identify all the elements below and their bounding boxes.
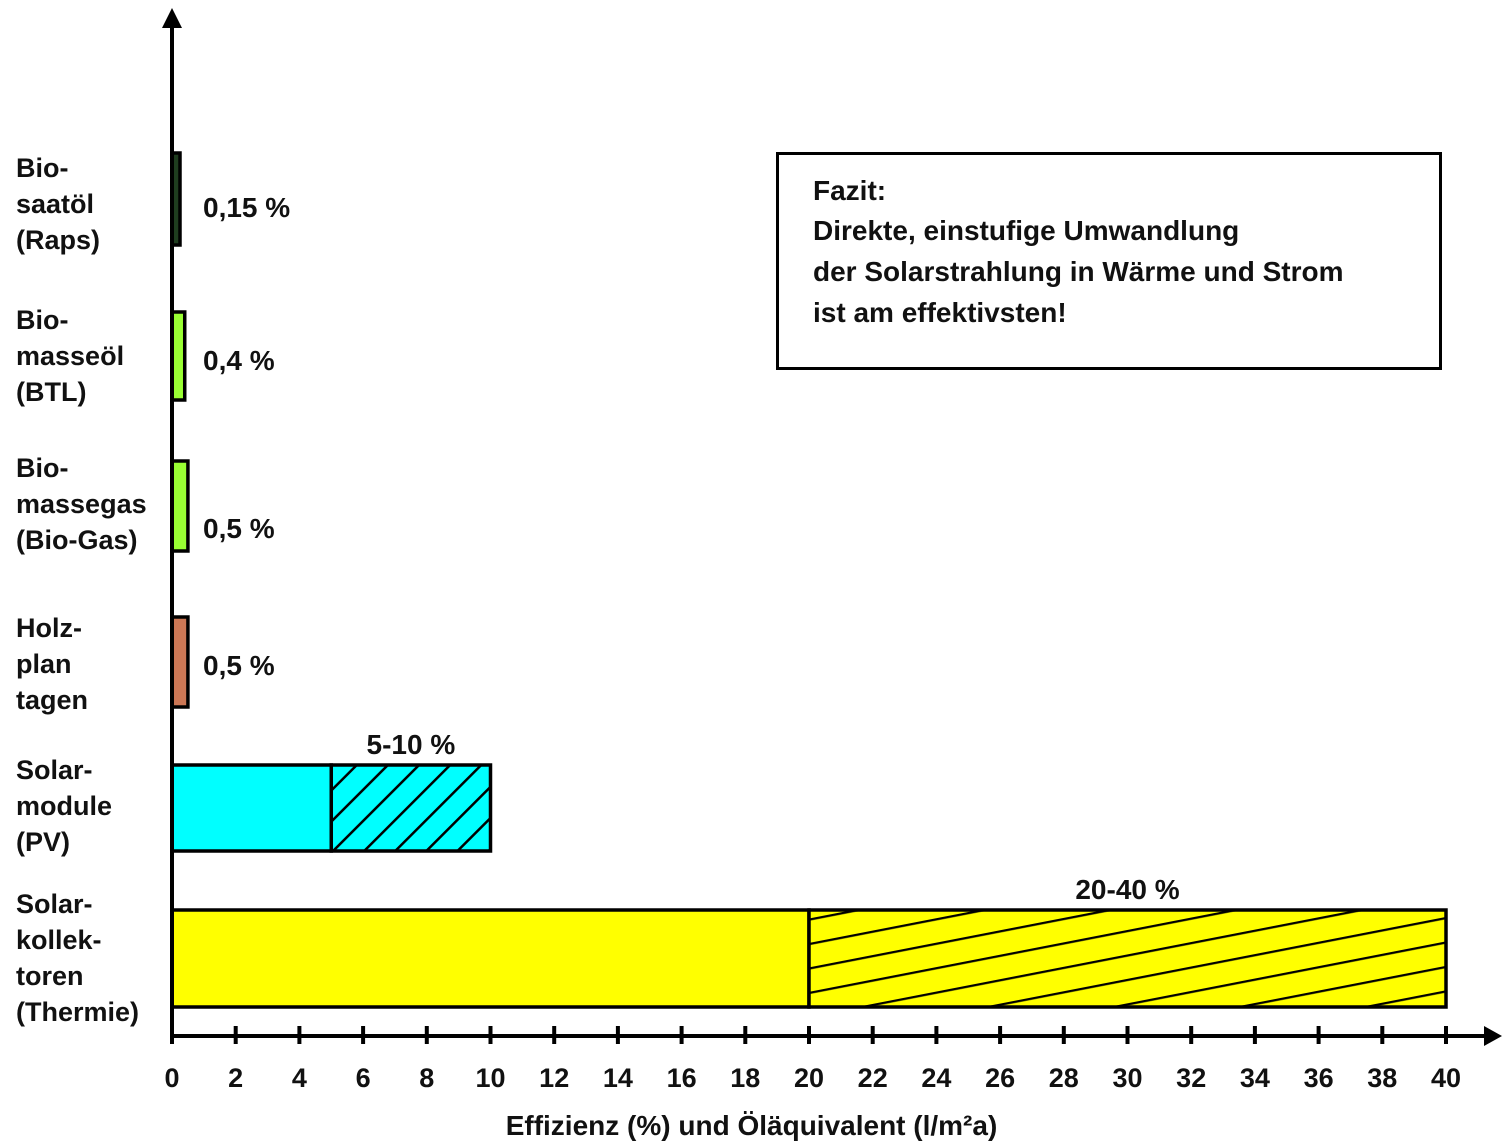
x-tick-label-19: 38	[1367, 1063, 1397, 1093]
value-label-1: 0,4 %	[203, 345, 275, 376]
x-tick-label-15: 30	[1112, 1063, 1142, 1093]
category-label-4-line-0: Solar-	[16, 755, 93, 785]
x-tick-label-4: 8	[419, 1063, 434, 1093]
category-label-4-line-1: module	[16, 791, 113, 821]
value-label-5: 20-40 %	[1075, 874, 1179, 905]
bar-2	[170, 459, 190, 553]
x-tick-label-9: 18	[730, 1063, 760, 1093]
x-tick-label-7: 14	[603, 1063, 633, 1093]
fazit-line-3: der Solarstrahlung in Wärme und Strom	[813, 256, 1344, 287]
category-label-4-line-2: (PV)	[16, 827, 70, 857]
category-label-5-line-3: (Thermie)	[16, 997, 140, 1027]
x-tick-label-16: 32	[1176, 1063, 1206, 1093]
category-label-2-line-1: massegas	[16, 489, 147, 519]
bar-4-solid	[170, 763, 333, 853]
x-tick-label-14: 28	[1049, 1063, 1079, 1093]
value-label-0: 0,15 %	[203, 192, 290, 223]
category-label-5: Solar-kollek-toren (Thermie)	[16, 886, 139, 1030]
fazit-line-4: ist am effektivsten!	[813, 297, 1067, 328]
x-tick-label-12: 24	[921, 1063, 951, 1093]
category-label-3-line-2: tagen	[16, 685, 89, 715]
bar-5-range	[807, 908, 1448, 1009]
category-label-3-line-1: plan	[16, 649, 72, 679]
category-label-5-line-0: Solar-	[16, 889, 93, 919]
x-tick-label-0: 0	[164, 1063, 179, 1093]
fazit-line-1: Fazit:	[813, 175, 887, 206]
x-tick-label-6: 12	[539, 1063, 569, 1093]
x-tick-label-20: 40	[1431, 1063, 1461, 1093]
bar-3	[170, 615, 190, 709]
value-label-3: 0,5 %	[203, 650, 275, 681]
x-axis-label: Effizienz (%) und Öläquivalent (l/m²a)	[505, 1110, 998, 1141]
x-tick-label-11: 22	[858, 1063, 888, 1093]
x-tick-label-8: 16	[667, 1063, 697, 1093]
x-tick-label-5: 10	[475, 1063, 505, 1093]
x-tick-label-17: 34	[1240, 1063, 1270, 1093]
category-label-4: Solar-module (PV)	[16, 752, 112, 860]
x-tick-label-2: 4	[292, 1063, 307, 1093]
x-tick-label-18: 36	[1304, 1063, 1334, 1093]
y-axis-arrow	[162, 8, 182, 28]
category-label-5-line-2: toren	[16, 961, 84, 991]
category-label-2-line-2: (Bio-Gas)	[16, 525, 138, 555]
fazit-line-2: Direkte, einstufige Umwandlung	[813, 215, 1240, 246]
category-label-0-line-0: Bio-	[16, 153, 69, 183]
x-axis-arrow	[1484, 1026, 1502, 1046]
bar-4-range	[329, 763, 493, 853]
category-label-3-line-0: Holz-	[16, 613, 82, 643]
category-label-2: Bio-massegas (Bio-Gas)	[16, 450, 147, 558]
bar-5-solid	[170, 908, 811, 1009]
category-label-1-line-0: Bio-	[16, 305, 69, 335]
value-label-2: 0,5 %	[203, 513, 275, 544]
category-label-0: Bio-saatöl (Raps)	[16, 150, 100, 258]
category-label-1-line-1: masseöl	[16, 341, 125, 371]
x-tick-label-13: 26	[985, 1063, 1015, 1093]
fazit-annotation: Fazit: Direkte, einstufige Umwandlung de…	[776, 152, 1442, 370]
category-label-5-line-1: kollek-	[16, 925, 102, 955]
x-tick-label-3: 6	[356, 1063, 371, 1093]
value-label-4: 5-10 %	[367, 729, 456, 760]
category-label-0-line-2: (Raps)	[16, 225, 101, 255]
x-tick-label-10: 20	[794, 1063, 824, 1093]
category-label-1-line-2: (BTL)	[16, 377, 87, 407]
x-tick-label-1: 2	[228, 1063, 243, 1093]
category-label-2-line-0: Bio-	[16, 453, 69, 483]
category-label-1: Bio-masseöl (BTL)	[16, 302, 124, 410]
category-label-0-line-1: saatöl	[16, 189, 95, 219]
category-label-3: Holz-plan tagen	[16, 610, 88, 718]
